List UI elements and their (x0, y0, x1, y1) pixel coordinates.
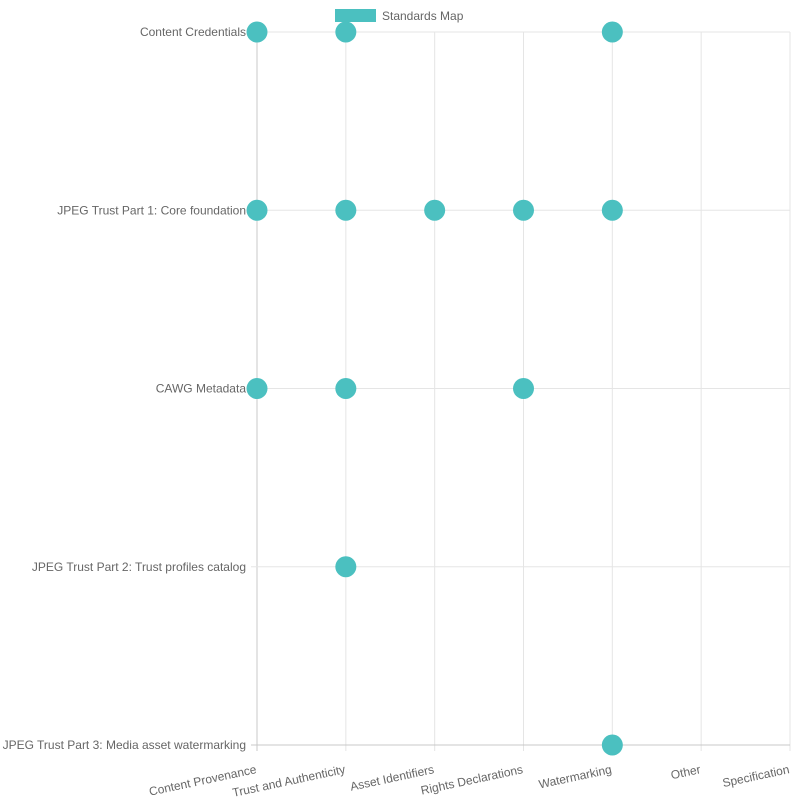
x-tick-label: Specification (721, 762, 790, 790)
y-tick-label: JPEG Trust Part 3: Media asset watermark… (3, 738, 246, 752)
y-tick-labels: Content Credentials JPEG Trust Part 1: Co… (3, 25, 247, 752)
legend[interactable]: Standards Map (335, 9, 464, 23)
data-point[interactable] (424, 199, 446, 221)
data-point[interactable] (246, 21, 268, 43)
legend-label[interactable]: Standards Map (382, 9, 464, 23)
data-point[interactable] (513, 199, 534, 221)
data-points[interactable] (246, 21, 623, 756)
x-tick-label: Rights Declarations (419, 762, 524, 797)
data-point[interactable] (601, 734, 623, 756)
data-point[interactable] (335, 378, 357, 399)
data-point[interactable] (335, 21, 357, 43)
x-tick-label: Other (670, 762, 702, 782)
x-tick-label: Watermarking (537, 762, 613, 791)
data-point[interactable] (513, 378, 534, 399)
y-tick-label: JPEG Trust Part 1: Core foundation (57, 203, 246, 217)
data-point[interactable] (601, 21, 623, 43)
data-point[interactable] (335, 199, 357, 221)
y-tick-label: JPEG Trust Part 2: Trust profiles catalo… (32, 560, 246, 574)
data-point[interactable] (246, 199, 268, 221)
data-point[interactable] (246, 378, 268, 399)
legend-swatch[interactable] (335, 9, 376, 22)
data-point[interactable] (601, 199, 623, 221)
y-tick-label: CAWG Metadata (156, 382, 247, 396)
y-tick-label: Content Credentials (140, 25, 246, 39)
data-point[interactable] (335, 556, 357, 578)
